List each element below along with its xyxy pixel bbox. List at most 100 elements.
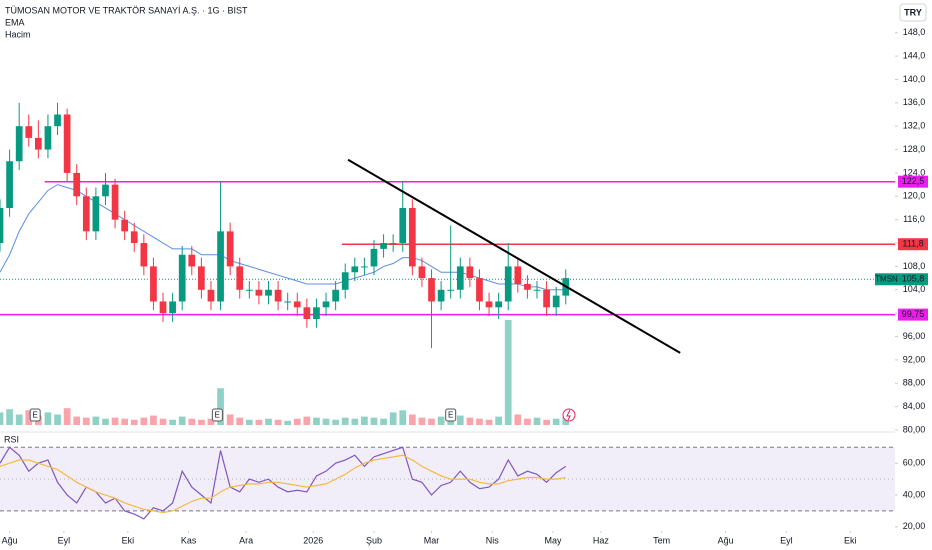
earnings-marker [29, 408, 41, 422]
volume-bar [255, 419, 263, 425]
volume-bar [0, 412, 4, 425]
candle-body [361, 266, 368, 268]
x-tick-label: May [544, 535, 562, 545]
y-tick-label: 136,0 [903, 97, 926, 107]
volume-bar [140, 417, 148, 425]
candle-body [217, 231, 224, 302]
volume-bar [418, 417, 426, 425]
x-tick-label: Eki [844, 535, 857, 545]
x-tick-label: Mar [424, 535, 440, 545]
candle-body [524, 283, 531, 290]
candle-body [408, 207, 416, 267]
volume-bar [44, 412, 52, 425]
volume-bar [150, 415, 157, 425]
y-tick-label: 116,0 [903, 214, 925, 224]
y-tick-label: 144,0 [903, 50, 926, 60]
alert-icon [562, 408, 576, 422]
x-tick-label: Nis [486, 535, 499, 545]
candle-body [111, 184, 119, 220]
y-tick-label: 88,00 [903, 378, 926, 388]
price-badge-label: 111,8 [902, 239, 923, 249]
earnings-label: E [215, 411, 220, 420]
volume-bar [562, 416, 570, 425]
y-tick-label: 92,00 [903, 354, 926, 364]
volume-bar [274, 419, 282, 425]
volume-bar [351, 418, 359, 425]
candle-body [514, 266, 522, 284]
y-tick-label: 132,0 [903, 121, 926, 131]
candle-body [140, 243, 148, 267]
candle-body [303, 307, 311, 319]
volume-bar [428, 418, 435, 425]
currency-button[interactable] [899, 3, 927, 22]
price-badge [898, 308, 928, 321]
candle-body [437, 289, 445, 302]
candle-body [399, 207, 407, 244]
x-tick-label: Ağu [718, 535, 734, 545]
candle-body [313, 307, 320, 319]
candle-body [370, 248, 378, 267]
volume-bar [188, 418, 196, 425]
indicator-label: EMA [5, 17, 25, 27]
volume-bar [476, 418, 483, 425]
candle-body [169, 301, 176, 314]
rsi-line [0, 454, 566, 514]
x-tick-label: Eyl [780, 535, 793, 545]
candle-body [6, 161, 13, 208]
candle-body [102, 184, 109, 197]
x-tick-label: Eki [122, 535, 135, 545]
alert-icon-bolt [566, 409, 571, 421]
candle-body [178, 254, 186, 302]
candle-body [159, 301, 167, 314]
candle-body [54, 114, 61, 127]
earnings-marker [445, 408, 457, 422]
candle-body [504, 266, 512, 302]
candle-body [25, 126, 33, 138]
candle-body [236, 266, 244, 290]
candle-body [92, 196, 100, 232]
volume-bar [332, 419, 339, 425]
candle-body [552, 295, 560, 308]
volume-bar [437, 416, 445, 425]
candle-body [274, 289, 282, 302]
candle-body [245, 289, 253, 291]
volume-bar [399, 410, 407, 425]
y-tick-label: 80,00 [903, 424, 926, 434]
volume-bar [25, 410, 33, 425]
candle-body [150, 266, 157, 302]
candle-body [447, 289, 455, 291]
volume-bar [495, 416, 502, 425]
x-tick-label: Ara [239, 535, 253, 545]
x-tick-label: Şub [366, 535, 382, 545]
candle-body [332, 289, 339, 302]
y-tick-label: 148,0 [903, 27, 926, 37]
symbol-label: TMSN [875, 274, 898, 283]
candle-body [456, 266, 464, 290]
candle-body [44, 126, 52, 150]
candle-body [293, 301, 301, 308]
price-badge-label: 122,5 [902, 176, 925, 186]
candle-body [322, 301, 330, 308]
currency[interactable]: TRY [904, 7, 922, 17]
x-tick-label: Ağu [2, 535, 18, 545]
volume-bar [380, 418, 387, 425]
candle-body [255, 289, 263, 296]
candle-body [389, 243, 397, 245]
price-badge [898, 238, 928, 251]
candle-body [341, 272, 349, 290]
y-tick-label: 108,0 [903, 261, 926, 271]
indicator-label: Hacim [5, 29, 31, 39]
volume-bar [63, 408, 71, 425]
volume-bar [159, 418, 167, 425]
price-badge-label: 105,8 [902, 274, 925, 284]
volume-bar [169, 419, 176, 425]
volume-bar [207, 418, 215, 425]
candle-body [15, 126, 23, 162]
volume-bar [198, 419, 205, 425]
volume-bar [456, 415, 464, 425]
rsi-tick-label: 20,00 [903, 521, 926, 531]
candle-body [82, 196, 90, 232]
y-tick-label: 96,00 [903, 331, 926, 341]
volume-bar [485, 419, 493, 425]
